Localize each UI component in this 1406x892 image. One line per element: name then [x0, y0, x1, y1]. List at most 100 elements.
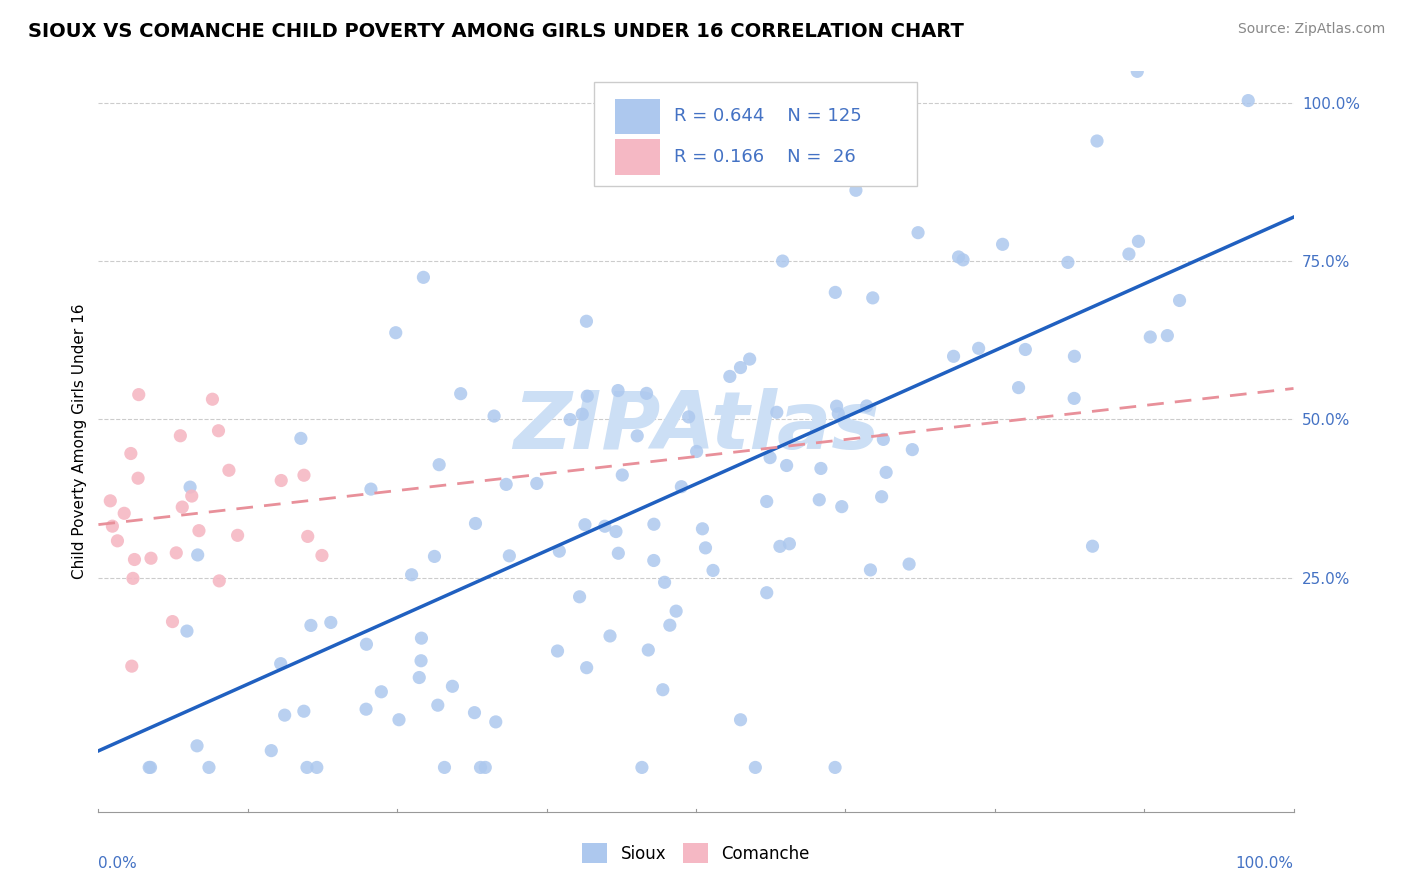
Point [295, 760, 318, 774]
Point [824, 285, 846, 300]
Point [1063, 392, 1085, 406]
Point [810, 461, 832, 475]
Point [474, 760, 496, 774]
Point [607, 546, 630, 560]
Point [1168, 293, 1191, 308]
Point [360, 482, 382, 496]
Point [201, 392, 224, 407]
FancyBboxPatch shape [614, 99, 661, 135]
Point [870, 490, 893, 504]
Point [412, 270, 434, 285]
Point [218, 463, 240, 477]
Point [270, 474, 292, 488]
Point [626, 429, 648, 443]
Point [1126, 64, 1149, 78]
Point [441, 679, 464, 693]
Point [408, 671, 430, 685]
Point [631, 760, 654, 774]
Point [548, 544, 571, 558]
Point [297, 529, 319, 543]
Point [423, 549, 446, 564]
Point [636, 386, 658, 401]
Point [991, 237, 1014, 252]
Point [98, 493, 121, 508]
Point [138, 760, 160, 774]
Point [127, 471, 149, 485]
Legend: Sioux, Comanche: Sioux, Comanche [575, 837, 817, 870]
Point [139, 760, 162, 774]
Point [607, 384, 630, 398]
Point [575, 314, 598, 328]
Point [169, 429, 191, 443]
Point [1057, 255, 1080, 269]
Point [872, 433, 894, 447]
Point [547, 644, 569, 658]
Point [845, 183, 868, 197]
Point [571, 407, 593, 421]
Text: ZIPAtlas: ZIPAtlas [513, 388, 879, 466]
Point [121, 659, 143, 673]
Point [1081, 539, 1104, 553]
Point [411, 631, 433, 645]
Point [738, 352, 761, 367]
Point [482, 409, 505, 423]
Point [526, 476, 548, 491]
Point [485, 714, 508, 729]
Point [695, 541, 717, 555]
Point [354, 702, 377, 716]
Point [685, 444, 707, 458]
Point [665, 604, 688, 618]
Point [305, 760, 328, 774]
Point [718, 369, 741, 384]
Point [172, 500, 194, 514]
Point [952, 252, 974, 267]
Point [576, 389, 599, 403]
Point [671, 480, 693, 494]
Point [827, 407, 849, 421]
Point [948, 250, 970, 264]
Point [612, 468, 634, 483]
Point [654, 575, 676, 590]
Point [207, 424, 229, 438]
Point [824, 760, 846, 774]
Point [139, 551, 162, 566]
Point [1237, 94, 1260, 108]
Point [831, 500, 853, 514]
Text: Source: ZipAtlas.com: Source: ZipAtlas.com [1237, 22, 1385, 37]
Point [637, 643, 659, 657]
Point [744, 760, 766, 774]
Point [433, 760, 456, 774]
Point [901, 442, 924, 457]
Point [356, 637, 378, 651]
Point [1139, 330, 1161, 344]
Point [409, 654, 432, 668]
Point [702, 564, 724, 578]
Point [875, 466, 897, 480]
FancyBboxPatch shape [595, 82, 917, 186]
Point [599, 629, 621, 643]
Point [292, 704, 315, 718]
Point [165, 546, 187, 560]
Point [463, 706, 485, 720]
Point [270, 657, 292, 671]
Point [427, 458, 450, 472]
Point [730, 713, 752, 727]
Point [568, 590, 591, 604]
Point [120, 446, 142, 460]
Point [124, 552, 146, 566]
Point [1007, 381, 1029, 395]
Point [765, 405, 787, 419]
Point [651, 682, 673, 697]
Point [778, 537, 800, 551]
Point [558, 412, 581, 426]
Point [574, 517, 596, 532]
Point [1156, 328, 1178, 343]
Point [495, 477, 517, 491]
Point [1128, 235, 1150, 249]
Point [942, 349, 965, 363]
Point [426, 698, 449, 713]
Point [260, 744, 283, 758]
FancyBboxPatch shape [614, 139, 661, 175]
Point [128, 387, 150, 401]
Point [498, 549, 520, 563]
